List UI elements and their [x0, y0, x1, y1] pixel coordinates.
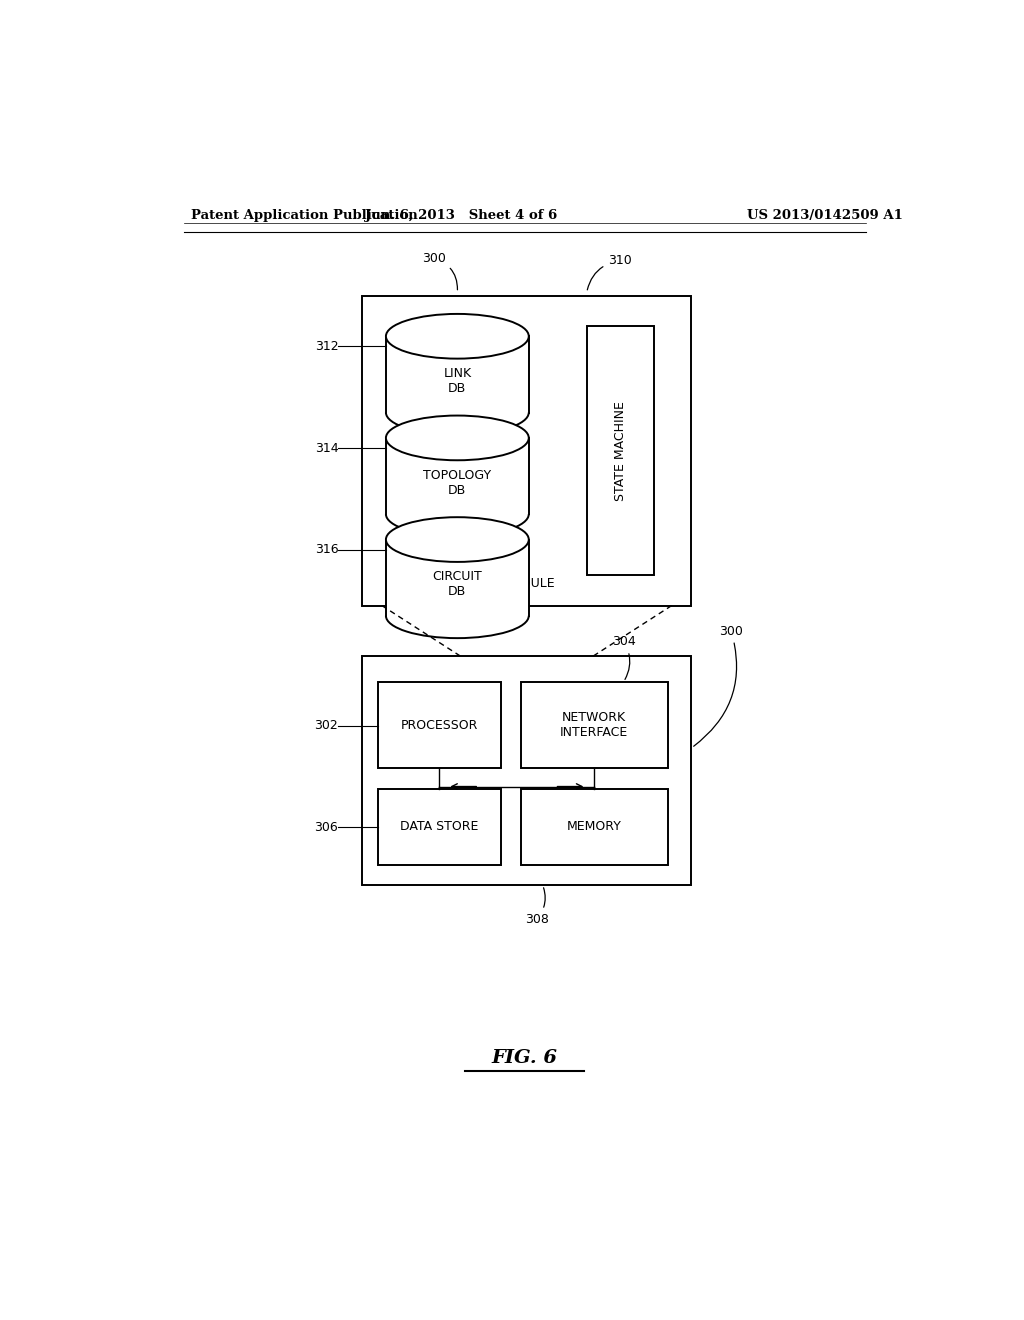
Text: NETWORK
INTERFACE: NETWORK INTERFACE [560, 711, 629, 739]
Ellipse shape [386, 416, 528, 461]
Ellipse shape [386, 314, 528, 359]
Bar [521, 788, 668, 865]
Ellipse shape [386, 517, 528, 562]
Polygon shape [386, 438, 528, 515]
Bar [362, 656, 691, 886]
Text: PROCESSOR: PROCESSOR [400, 718, 478, 731]
Polygon shape [386, 540, 528, 615]
Text: CIRCUIT
DB: CIRCUIT DB [432, 570, 482, 598]
Text: STATE MACHINE: STATE MACHINE [614, 401, 627, 500]
Bar [587, 326, 654, 576]
Text: MEMORY: MEMORY [567, 820, 622, 833]
Text: 302: 302 [314, 719, 338, 733]
Bar [521, 682, 668, 768]
Text: 312: 312 [314, 341, 338, 352]
Text: Jun. 6, 2013   Sheet 4 of 6: Jun. 6, 2013 Sheet 4 of 6 [366, 209, 557, 222]
Text: 300: 300 [422, 252, 458, 290]
Text: 316: 316 [314, 544, 338, 556]
Text: FIG. 6: FIG. 6 [492, 1049, 558, 1067]
Text: TOPOLOGY
DB: TOPOLOGY DB [423, 469, 492, 496]
Text: LINK
DB: LINK DB [443, 367, 471, 395]
Text: US 2013/0142509 A1: US 2013/0142509 A1 [748, 209, 903, 222]
Text: CONTROL MODULE: CONTROL MODULE [435, 577, 555, 590]
Text: DATA STORE: DATA STORE [400, 820, 478, 833]
Text: 306: 306 [314, 821, 338, 834]
Bar [378, 682, 501, 768]
Text: 314: 314 [314, 442, 338, 454]
Bar [378, 788, 501, 865]
Bar [362, 296, 691, 606]
Text: 310: 310 [588, 255, 632, 290]
Polygon shape [386, 337, 528, 412]
Text: 308: 308 [524, 888, 549, 925]
Text: Patent Application Publication: Patent Application Publication [191, 209, 418, 222]
Text: 304: 304 [612, 635, 636, 680]
Text: 300: 300 [693, 624, 743, 746]
